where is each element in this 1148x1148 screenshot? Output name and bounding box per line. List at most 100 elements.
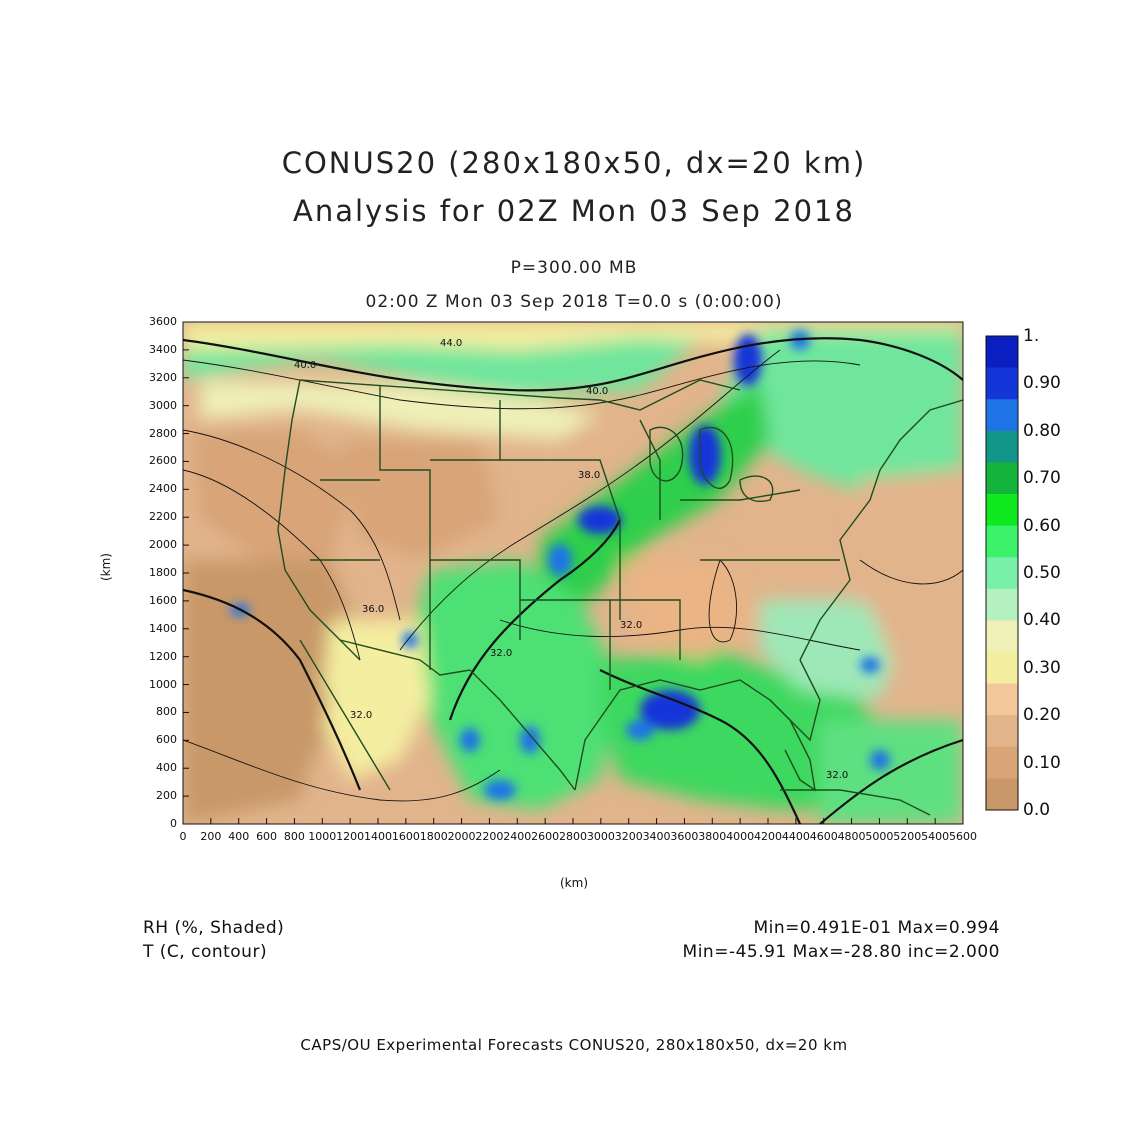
shaded-field-label: RH (%, Shaded)	[143, 918, 285, 938]
x-tick-label: 600	[256, 830, 278, 843]
colorbar-label: 0.90	[1023, 373, 1061, 394]
x-tick-label: 2800	[559, 830, 587, 843]
contour-label: 40.0	[294, 360, 316, 371]
x-tick-label: 1400	[364, 830, 392, 843]
y-tick-label: 3200	[149, 370, 177, 384]
colorbar-swatch	[986, 367, 1018, 400]
contour-label: 36.0	[362, 604, 384, 615]
colorbar-swatch	[986, 620, 1018, 653]
x-tick-label: 2000	[447, 830, 476, 843]
x-tick-label: 3000	[586, 830, 615, 843]
colorbar	[985, 335, 1019, 811]
x-tick-label: 3800	[698, 830, 727, 843]
x-tick-label: 4800	[837, 830, 866, 843]
y-tick-label: 3400	[149, 342, 177, 356]
y-tick-label: 2600	[149, 454, 177, 468]
colorbar-label: 0.80	[1023, 420, 1061, 441]
y-tick-label: 3600	[149, 315, 177, 328]
colorbar-label: 0.20	[1023, 705, 1061, 726]
x-tick-label: 1600	[391, 830, 420, 843]
colorbar-label: 0.0	[1023, 800, 1051, 820]
colorbar-label: 0.50	[1023, 563, 1061, 583]
analysis-title: Analysis for 02Z Mon 03 Sep 2018	[293, 194, 855, 228]
main-title: CONUS20 (280x180x50, dx=20 km)	[281, 146, 867, 180]
x-tick-label: 2200	[475, 830, 504, 843]
x-tick-label: 5200	[893, 830, 922, 843]
colorbar-label: 0.70	[1023, 468, 1061, 489]
y-tick-label: 1200	[149, 649, 177, 663]
colorbar-swatch	[986, 778, 1018, 811]
x-tick-label: 5400	[921, 830, 950, 843]
colorbar-frame	[985, 335, 1019, 811]
shaded-field-stats: Min=0.491E-01 Max=0.994	[753, 918, 1000, 938]
y-tick-label: 2200	[149, 510, 177, 524]
x-tick-label: 4400	[781, 830, 810, 843]
contour-label: 32.0	[490, 648, 512, 659]
x-axis-label: (km)	[560, 876, 589, 890]
contour-label: 44.0	[440, 338, 462, 349]
x-tick-label: 3600	[670, 830, 699, 843]
colorbar-swatch	[986, 430, 1018, 463]
colorbar-swatch	[986, 746, 1018, 779]
y-tick-label: 0	[170, 817, 177, 830]
y-tick-label: 200	[156, 789, 177, 803]
y-tick-label: 600	[156, 733, 177, 747]
colorbar-swatch	[986, 399, 1018, 432]
colorbar-label: 0.60	[1023, 515, 1061, 536]
x-tick-label: 4600	[809, 830, 838, 843]
contour-field-label: T (C, contour)	[143, 942, 268, 962]
x-tick-label: 0	[179, 830, 187, 843]
contour-field-stats: Min=-45.91 Max=-28.80 inc=2.000	[682, 942, 1000, 962]
colorbar-swatch	[986, 715, 1018, 748]
y-axis-ticks	[183, 321, 189, 825]
y-tick-label: 1000	[149, 677, 177, 691]
x-tick-label: 1200	[336, 830, 365, 843]
colorbar-swatch	[986, 494, 1018, 527]
colorbar-swatch	[986, 588, 1018, 621]
x-tick-label: 5600	[949, 830, 977, 843]
y-tick-label: 800	[156, 705, 177, 719]
x-tick-label: 1000	[308, 830, 337, 843]
pressure-level: P=300.00 MB	[510, 258, 638, 278]
contour-label-group: 44.0 40.0 40.0 38.0 36.0 32.0 32.0 32.0 …	[294, 338, 848, 781]
x-tick-label: 3200	[614, 830, 643, 843]
x-axis-ticks	[182, 818, 964, 824]
colorbar-swatch	[986, 462, 1018, 495]
colorbar-label: 0.10	[1023, 752, 1061, 773]
x-tick-label: 4000	[726, 830, 755, 843]
political-boundaries	[277, 379, 963, 816]
x-tick-label: 800	[283, 830, 305, 843]
colorbar-label: 0.30	[1023, 657, 1061, 678]
valid-time: 02:00 Z Mon 03 Sep 2018 T=0.0 s (0:00:00…	[365, 292, 783, 312]
y-tick-label: 1800	[149, 566, 177, 579]
contour-label: 32.0	[620, 620, 642, 631]
x-tick-label: 2400	[503, 830, 532, 843]
contour-label: 38.0	[578, 470, 600, 481]
y-tick-label: 1600	[149, 593, 177, 607]
y-axis-label: (km)	[99, 552, 114, 582]
rh-shading	[183, 322, 963, 824]
colorbar-label: 0.40	[1023, 610, 1061, 631]
colorbar-swatch	[986, 557, 1018, 590]
x-tick-label: 200	[200, 830, 222, 843]
contour-label: 40.0	[586, 386, 608, 397]
contour-label: 32.0	[826, 770, 848, 781]
colorbar-swatch	[986, 336, 1018, 369]
colorbar-swatch	[986, 652, 1018, 685]
x-tick-label: 3400	[642, 830, 671, 843]
y-tick-label: 3000	[149, 398, 177, 412]
colorbar-swatch	[986, 525, 1018, 558]
y-tick-label: 2400	[149, 482, 177, 496]
colorbar-label: 1.	[1023, 326, 1040, 346]
x-tick-label: 400	[228, 830, 250, 843]
x-tick-label: 1800	[419, 830, 448, 843]
x-tick-label: 4200	[754, 830, 782, 843]
y-tick-label: 2800	[149, 426, 177, 440]
x-tick-label: 2600	[531, 830, 560, 843]
colorbar-swatch	[986, 683, 1018, 716]
credit-line: CAPS/OU Experimental Forecasts CONUS20, …	[300, 1036, 848, 1054]
x-tick-label: 5000	[865, 830, 894, 843]
y-tick-label: 2000	[149, 538, 177, 552]
